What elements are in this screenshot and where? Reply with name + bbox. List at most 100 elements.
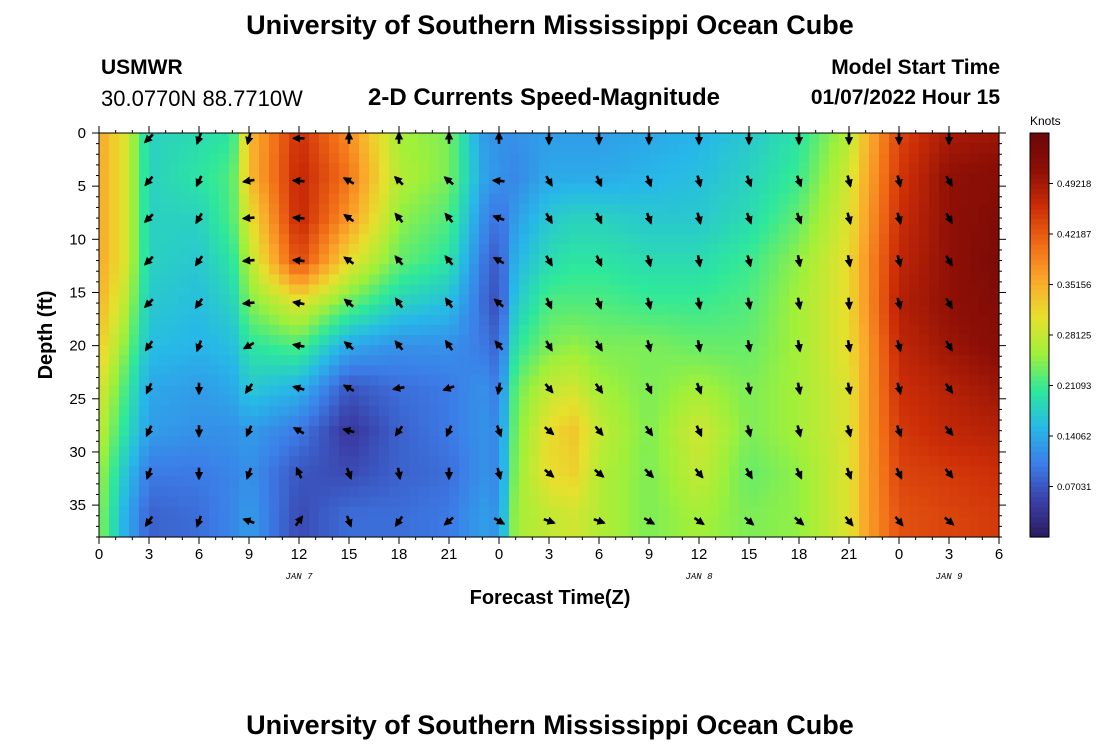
heat-cell	[239, 264, 250, 275]
heat-cell	[129, 133, 140, 144]
heat-cell	[769, 244, 780, 255]
heat-cell	[549, 324, 560, 336]
heat-cell	[629, 324, 640, 336]
heat-cell	[909, 213, 920, 225]
heat-cell	[579, 274, 590, 286]
heat-cell	[179, 496, 190, 508]
heat-cell	[679, 133, 690, 144]
heat-cell	[509, 405, 520, 417]
heat-cell	[229, 466, 240, 477]
heat-cell	[219, 355, 230, 366]
heat-cell	[259, 244, 270, 255]
heat-cell	[219, 456, 230, 467]
heat-cell	[649, 304, 660, 316]
heat-cell	[269, 335, 280, 346]
heat-cell	[369, 234, 380, 245]
heat-cell	[809, 193, 820, 205]
x-tick-label: 15	[341, 546, 358, 563]
heat-cell	[109, 304, 120, 316]
heat-cell	[659, 193, 670, 205]
heat-cell	[449, 516, 460, 528]
heat-cell	[209, 244, 220, 255]
heat-cell	[479, 244, 490, 255]
heat-cell	[799, 254, 810, 265]
heat-cell	[909, 375, 920, 387]
heat-cell	[319, 355, 330, 366]
heat-cell	[369, 365, 380, 376]
heat-cell	[699, 294, 710, 306]
heat-cell	[899, 244, 910, 255]
heat-cell	[959, 415, 970, 427]
current-arrow	[245, 467, 254, 480]
heat-cell	[479, 506, 490, 518]
heat-cell	[709, 476, 720, 488]
heat-cell	[609, 324, 620, 336]
heat-cell	[169, 314, 180, 326]
heat-cell	[709, 506, 720, 518]
colorbar-band	[1030, 274, 1049, 281]
heat-cell	[339, 345, 350, 356]
heat-cell	[189, 314, 200, 326]
heat-cell	[469, 153, 480, 164]
heat-cell	[109, 153, 120, 164]
heat-cell	[849, 274, 860, 286]
heat-cell	[389, 375, 400, 387]
heat-cell	[489, 405, 500, 417]
heat-cell	[579, 466, 590, 477]
heat-cell	[939, 516, 950, 528]
heat-cell	[699, 153, 710, 164]
heat-cell	[259, 254, 270, 265]
heat-cell	[529, 496, 540, 508]
heat-cell	[219, 405, 230, 417]
heat-cell	[549, 193, 560, 205]
heat-cell	[409, 355, 420, 366]
heat-cell	[509, 526, 520, 538]
heat-cell	[659, 446, 670, 457]
heat-cell	[959, 335, 970, 346]
heat-cell	[619, 516, 630, 528]
current-arrow	[544, 175, 553, 188]
heat-cell	[479, 254, 490, 265]
heat-cell	[369, 314, 380, 326]
heat-cell	[359, 526, 370, 538]
current-arrow	[844, 382, 853, 396]
heat-cell	[389, 213, 400, 225]
heat-cell	[539, 395, 550, 407]
heat-cell	[859, 163, 870, 174]
heat-cell	[849, 223, 860, 235]
colorbar-band	[1030, 284, 1049, 291]
heat-cell	[829, 415, 840, 427]
current-arrow	[245, 132, 254, 146]
heat-cell	[559, 143, 570, 154]
heat-cell	[399, 456, 410, 467]
heat-cell	[489, 163, 500, 174]
heat-cell	[419, 365, 430, 376]
heat-cell	[379, 244, 390, 255]
current-arrow	[144, 340, 154, 352]
heat-cell	[679, 274, 690, 286]
heat-cell	[199, 163, 210, 174]
heat-cell	[249, 163, 260, 174]
heat-cell	[699, 385, 710, 397]
heat-cell	[909, 405, 920, 417]
heat-cell	[249, 324, 260, 336]
heat-cell	[239, 345, 250, 356]
heat-cell	[879, 355, 890, 366]
heat-cell	[499, 183, 510, 195]
current-arrow	[494, 340, 504, 351]
current-arrow	[342, 426, 355, 436]
colorbar-band	[1030, 193, 1049, 200]
heat-cell	[859, 415, 870, 427]
heat-cell	[729, 385, 740, 397]
heat-cell	[169, 335, 180, 346]
heat-cell	[949, 254, 960, 265]
heat-cell	[919, 264, 930, 275]
heat-cell	[129, 365, 140, 376]
heat-cell	[359, 385, 370, 397]
colorbar-band	[1030, 385, 1049, 392]
heat-cell	[289, 355, 300, 366]
heat-cell	[699, 304, 710, 316]
heat-cell	[919, 143, 930, 154]
heat-cell	[909, 516, 920, 528]
heat-cell	[389, 395, 400, 407]
